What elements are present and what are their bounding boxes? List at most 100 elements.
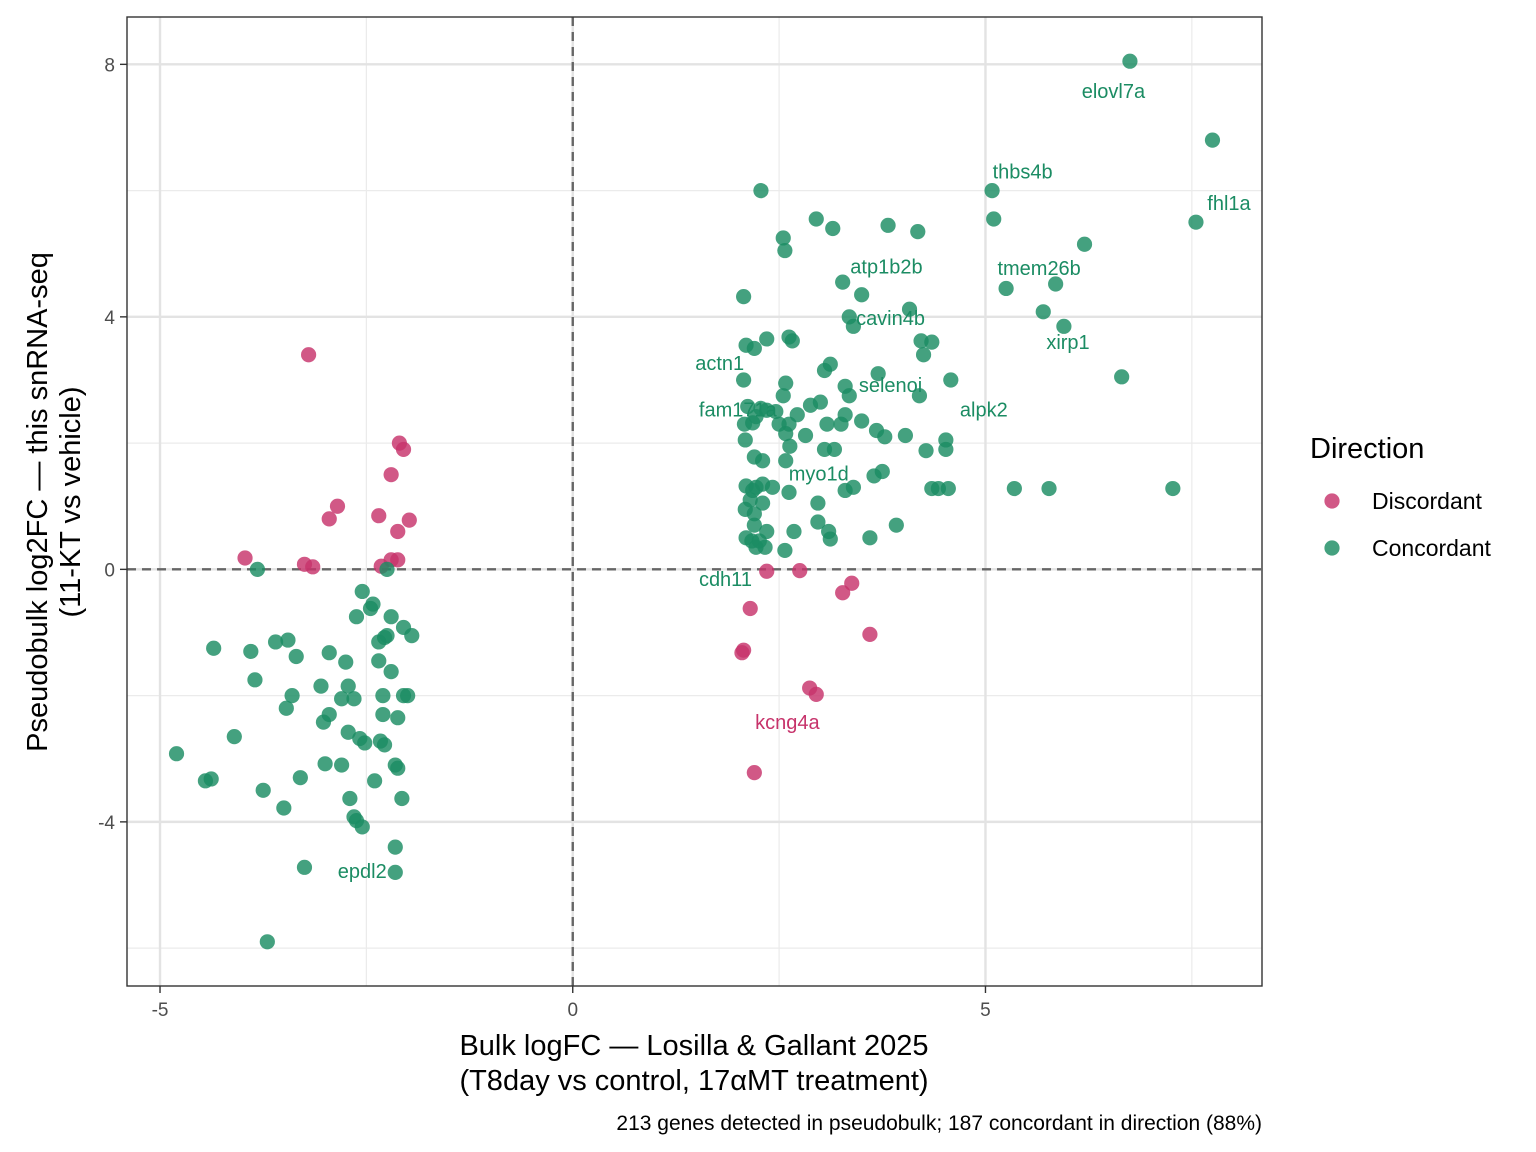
point-concordant (845, 479, 862, 495)
point-concordant (315, 714, 332, 730)
point-concordant (342, 790, 358, 807)
legend-label-concordant: Concordant (1372, 535, 1492, 561)
x-axis-title-line-2: (T8day vs control, 17αMT treatment) (459, 1065, 928, 1097)
point-concordant (400, 688, 416, 704)
point-discordant (759, 563, 775, 579)
point-concordant (346, 691, 362, 707)
point-concordant (1204, 132, 1221, 148)
point-concordant (1006, 480, 1022, 497)
x-tick-label: 5 (980, 1000, 991, 1021)
point-concordant (822, 531, 838, 547)
point-concordant (375, 688, 391, 704)
point-concordant (259, 934, 275, 950)
point-concordant (911, 388, 928, 404)
point-concordant (249, 561, 266, 577)
point-concordant (897, 427, 914, 444)
point-concordant (778, 453, 794, 469)
point-discordant (792, 563, 808, 579)
point-concordant (833, 416, 849, 432)
point-concordant (313, 678, 329, 694)
gene-label-xirp1: xirp1 (1046, 332, 1089, 354)
point-concordant (168, 746, 185, 762)
y-axis-ticks: -4 0 4 8 (98, 55, 127, 834)
point-concordant (746, 517, 762, 533)
point-concordant (740, 398, 756, 415)
point-discordant (835, 585, 851, 601)
point-concordant (862, 530, 878, 546)
gene-label-elovl7a: elovl7a (1082, 81, 1146, 103)
point-concordant (745, 415, 761, 431)
point-concordant (943, 372, 959, 388)
gene-label-atp1b2b: atp1b2b (850, 256, 922, 278)
point-concordant (387, 839, 403, 855)
point-discordant (371, 508, 387, 524)
point-concordant (267, 634, 284, 650)
point-concordant (1056, 318, 1072, 334)
point-concordant (197, 773, 214, 789)
gene-label-alpk2: alpk2 (960, 400, 1008, 422)
point-concordant (816, 362, 833, 379)
point-discordant (390, 552, 406, 568)
point-concordant (737, 432, 753, 448)
point-concordant (348, 609, 365, 625)
point-concordant (390, 710, 406, 726)
x-axis-title-line-1: Bulk logFC — Losilla & Gallant 2025 (459, 1030, 928, 1062)
data-points (168, 53, 1221, 950)
point-concordant (280, 632, 296, 648)
point-concordant (866, 468, 882, 484)
x-axis-ticks: -5 0 5 (152, 986, 991, 1021)
point-concordant (278, 700, 294, 716)
point-discordant (844, 575, 860, 591)
point-concordant (383, 609, 399, 625)
gene-label-kcng4a: kcng4a (755, 712, 820, 734)
legend-key-discordant (1324, 493, 1340, 509)
point-concordant (340, 724, 356, 740)
gene-label-actn1: actn1 (695, 353, 744, 375)
point-concordant (984, 182, 1000, 199)
point-concordant (1114, 369, 1130, 385)
point-concordant (810, 495, 826, 511)
point-concordant (938, 441, 954, 458)
point-concordant (755, 453, 771, 469)
point-concordant (334, 691, 350, 707)
point-concordant (845, 318, 862, 334)
point-concordant (334, 757, 350, 773)
point-concordant (819, 416, 835, 432)
gene-label-cdh11: cdh11 (699, 569, 752, 591)
point-concordant (1165, 480, 1181, 497)
point-discordant (395, 441, 412, 458)
gene-label-fhl1a: fhl1a (1207, 193, 1251, 215)
point-concordant (797, 427, 814, 444)
point-concordant (296, 859, 313, 875)
point-concordant (321, 645, 337, 661)
point-concordant (362, 600, 379, 617)
point-concordant (870, 366, 886, 382)
point-concordant (786, 523, 802, 540)
point-concordant (371, 653, 387, 669)
point-concordant (880, 217, 896, 233)
y-tick-label: -4 (98, 813, 115, 834)
point-concordant (826, 441, 843, 458)
point-concordant (877, 429, 893, 445)
gene-label-tmem26b: tmem26b (997, 258, 1080, 280)
legend-title: Direction (1310, 433, 1424, 465)
point-discordant (390, 523, 406, 540)
point-concordant (835, 274, 851, 290)
point-concordant (924, 334, 940, 350)
grid-minor (127, 17, 1262, 986)
point-concordant (764, 479, 781, 495)
point-concordant (998, 280, 1014, 297)
point-concordant (1035, 304, 1051, 320)
gene-labels: elovl7a thbs4b fhl1a atp1b2b tmem26b cavin4b x… (338, 81, 1252, 883)
point-discordant (862, 626, 878, 642)
point-concordant (918, 443, 934, 459)
point-concordant (288, 648, 304, 665)
chart-caption: 213 genes detected in pseudobulk; 187 co… (616, 1112, 1262, 1135)
point-concordant (1041, 480, 1057, 497)
gene-label-cavin4b: cavin4b (856, 308, 925, 330)
point-concordant (206, 640, 222, 656)
point-concordant (812, 394, 828, 410)
y-tick-label: 8 (104, 55, 115, 76)
x-tick-label: -5 (152, 1000, 169, 1021)
point-concordant (394, 790, 410, 807)
